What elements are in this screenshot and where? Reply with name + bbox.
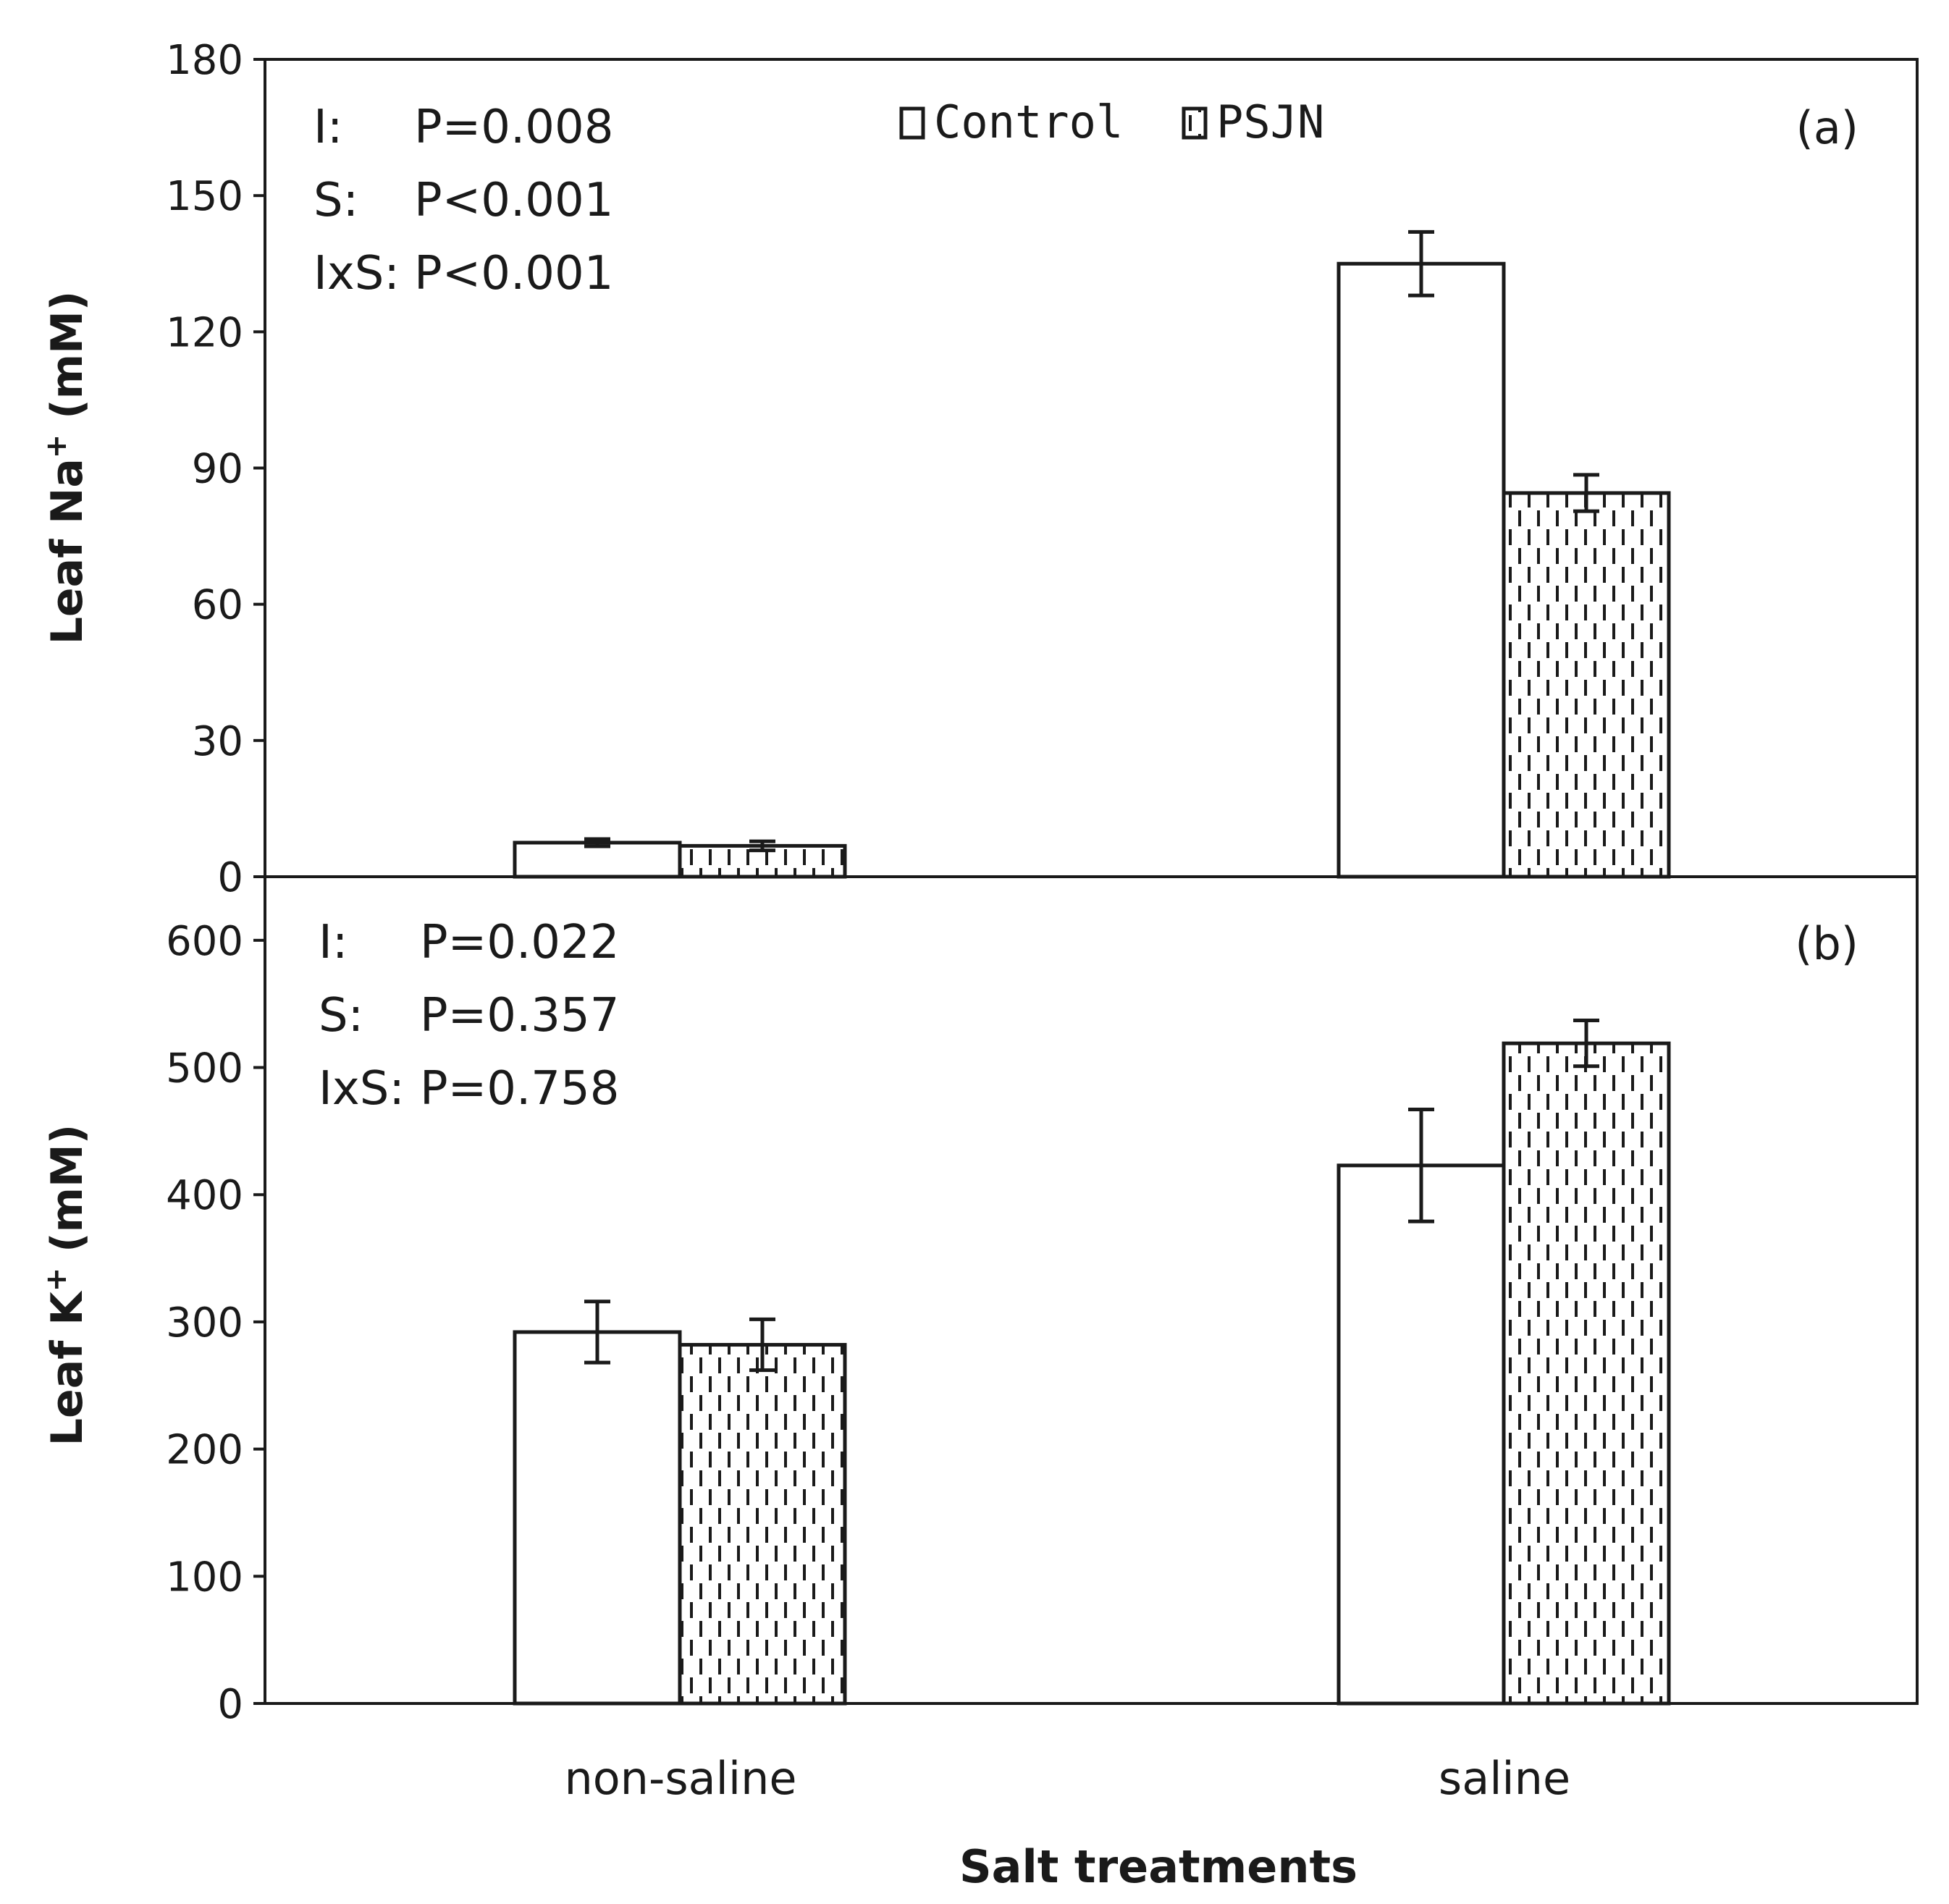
- panel-b-stat-label: S:: [319, 989, 363, 1042]
- y-tick-label: 300: [166, 1299, 243, 1347]
- legend-swatch-control: [899, 106, 925, 140]
- legend-label-control: Control: [934, 96, 1123, 148]
- panel-b-stat-value: P=0.022: [420, 916, 619, 969]
- panel-b-stats: I: P=0.022 S: P=0.357 IxS: P=0.758: [319, 916, 619, 1116]
- legend: Control PSJN: [899, 96, 1324, 148]
- panel-a-stat-value: P<0.001: [414, 174, 613, 227]
- legend-swatch-psjn: [1182, 106, 1208, 140]
- bar-control-saline: [1336, 261, 1506, 879]
- panel-a-stat-label: IxS:: [313, 247, 400, 300]
- x-axis-label: Salt treatments: [959, 1840, 1357, 1893]
- bar-control-non-saline: [513, 1330, 682, 1706]
- panel-b-frame: [264, 875, 1919, 1705]
- panel-b-stat-label: IxS:: [319, 1062, 405, 1116]
- y-tick-label: 150: [166, 173, 243, 220]
- panel-a: 0 30 60 90 120 150 180 Leaf Na+ (mM) (a) I: P=…: [40, 37, 1919, 901]
- panel-b: 0 100 200 300 400 500 600 Leaf K+ (mM) (b) I: …: [40, 875, 1919, 1728]
- panel-b-stat-value: P=0.357: [420, 989, 619, 1042]
- panel-a-y-axis-label-superscript: +: [40, 434, 73, 459]
- y-tick-label: 100: [166, 1554, 243, 1601]
- bar-psjn-saline: [1502, 1041, 1671, 1706]
- y-tick-label: 60: [192, 582, 243, 629]
- x-tick-label: non-saline: [564, 1752, 796, 1805]
- panel-b-tag: (b): [1795, 917, 1859, 970]
- y-tick-label: 0: [217, 854, 243, 901]
- panel-a-y-axis-label: Leaf Na+ (mM): [40, 291, 93, 645]
- y-tick-label: 120: [166, 309, 243, 356]
- panel-b-y-axis-label-unit: (mM): [42, 1124, 93, 1268]
- panel-a-stat-label: I:: [313, 101, 342, 154]
- y-tick-label: 90: [192, 446, 243, 493]
- legend-label-psjn: PSJN: [1216, 96, 1324, 148]
- panel-b-stat-value: P=0.758: [420, 1062, 619, 1116]
- x-tick-label: saline: [1439, 1752, 1570, 1805]
- panel-b-stat-label: I:: [319, 916, 348, 969]
- panel-a-y-ticks: 0 30 60 90 120 150 180: [166, 37, 265, 901]
- y-tick-label: 180: [166, 37, 243, 84]
- y-tick-label: 30: [192, 718, 243, 765]
- bar-psjn-saline: [1502, 491, 1671, 879]
- bar-control-saline: [1336, 1163, 1506, 1706]
- panel-b-bars: [513, 1019, 1671, 1706]
- y-tick-label: 400: [166, 1172, 243, 1219]
- y-tick-label: 0: [217, 1681, 243, 1728]
- y-tick-label: 500: [166, 1045, 243, 1092]
- panel-a-stat-label: S:: [313, 174, 358, 227]
- panel-a-y-axis-label-main: Leaf Na: [42, 458, 93, 644]
- panel-a-stat-value: P=0.008: [414, 101, 613, 154]
- panel-a-bars: [513, 229, 1671, 879]
- panel-a-stats: I: P=0.008 S: P<0.001 IxS: P<0.001: [313, 101, 613, 300]
- y-tick-label: 200: [166, 1427, 243, 1474]
- bar-psjn-non-saline: [678, 1343, 847, 1706]
- panel-b-y-axis-label: Leaf K+ (mM): [40, 1124, 93, 1446]
- y-tick-label: 600: [166, 918, 243, 965]
- panel-a-stat-value: P<0.001: [414, 247, 613, 300]
- panel-b-y-ticks: 0 100 200 300 400 500 600: [166, 918, 265, 1728]
- panel-b-y-axis-label-superscript: +: [40, 1268, 73, 1292]
- panel-a-y-axis-label-unit: (mM): [42, 291, 93, 434]
- panel-a-tag: (a): [1796, 101, 1859, 154]
- panel-b-y-axis-label-main: Leaf K: [42, 1290, 93, 1446]
